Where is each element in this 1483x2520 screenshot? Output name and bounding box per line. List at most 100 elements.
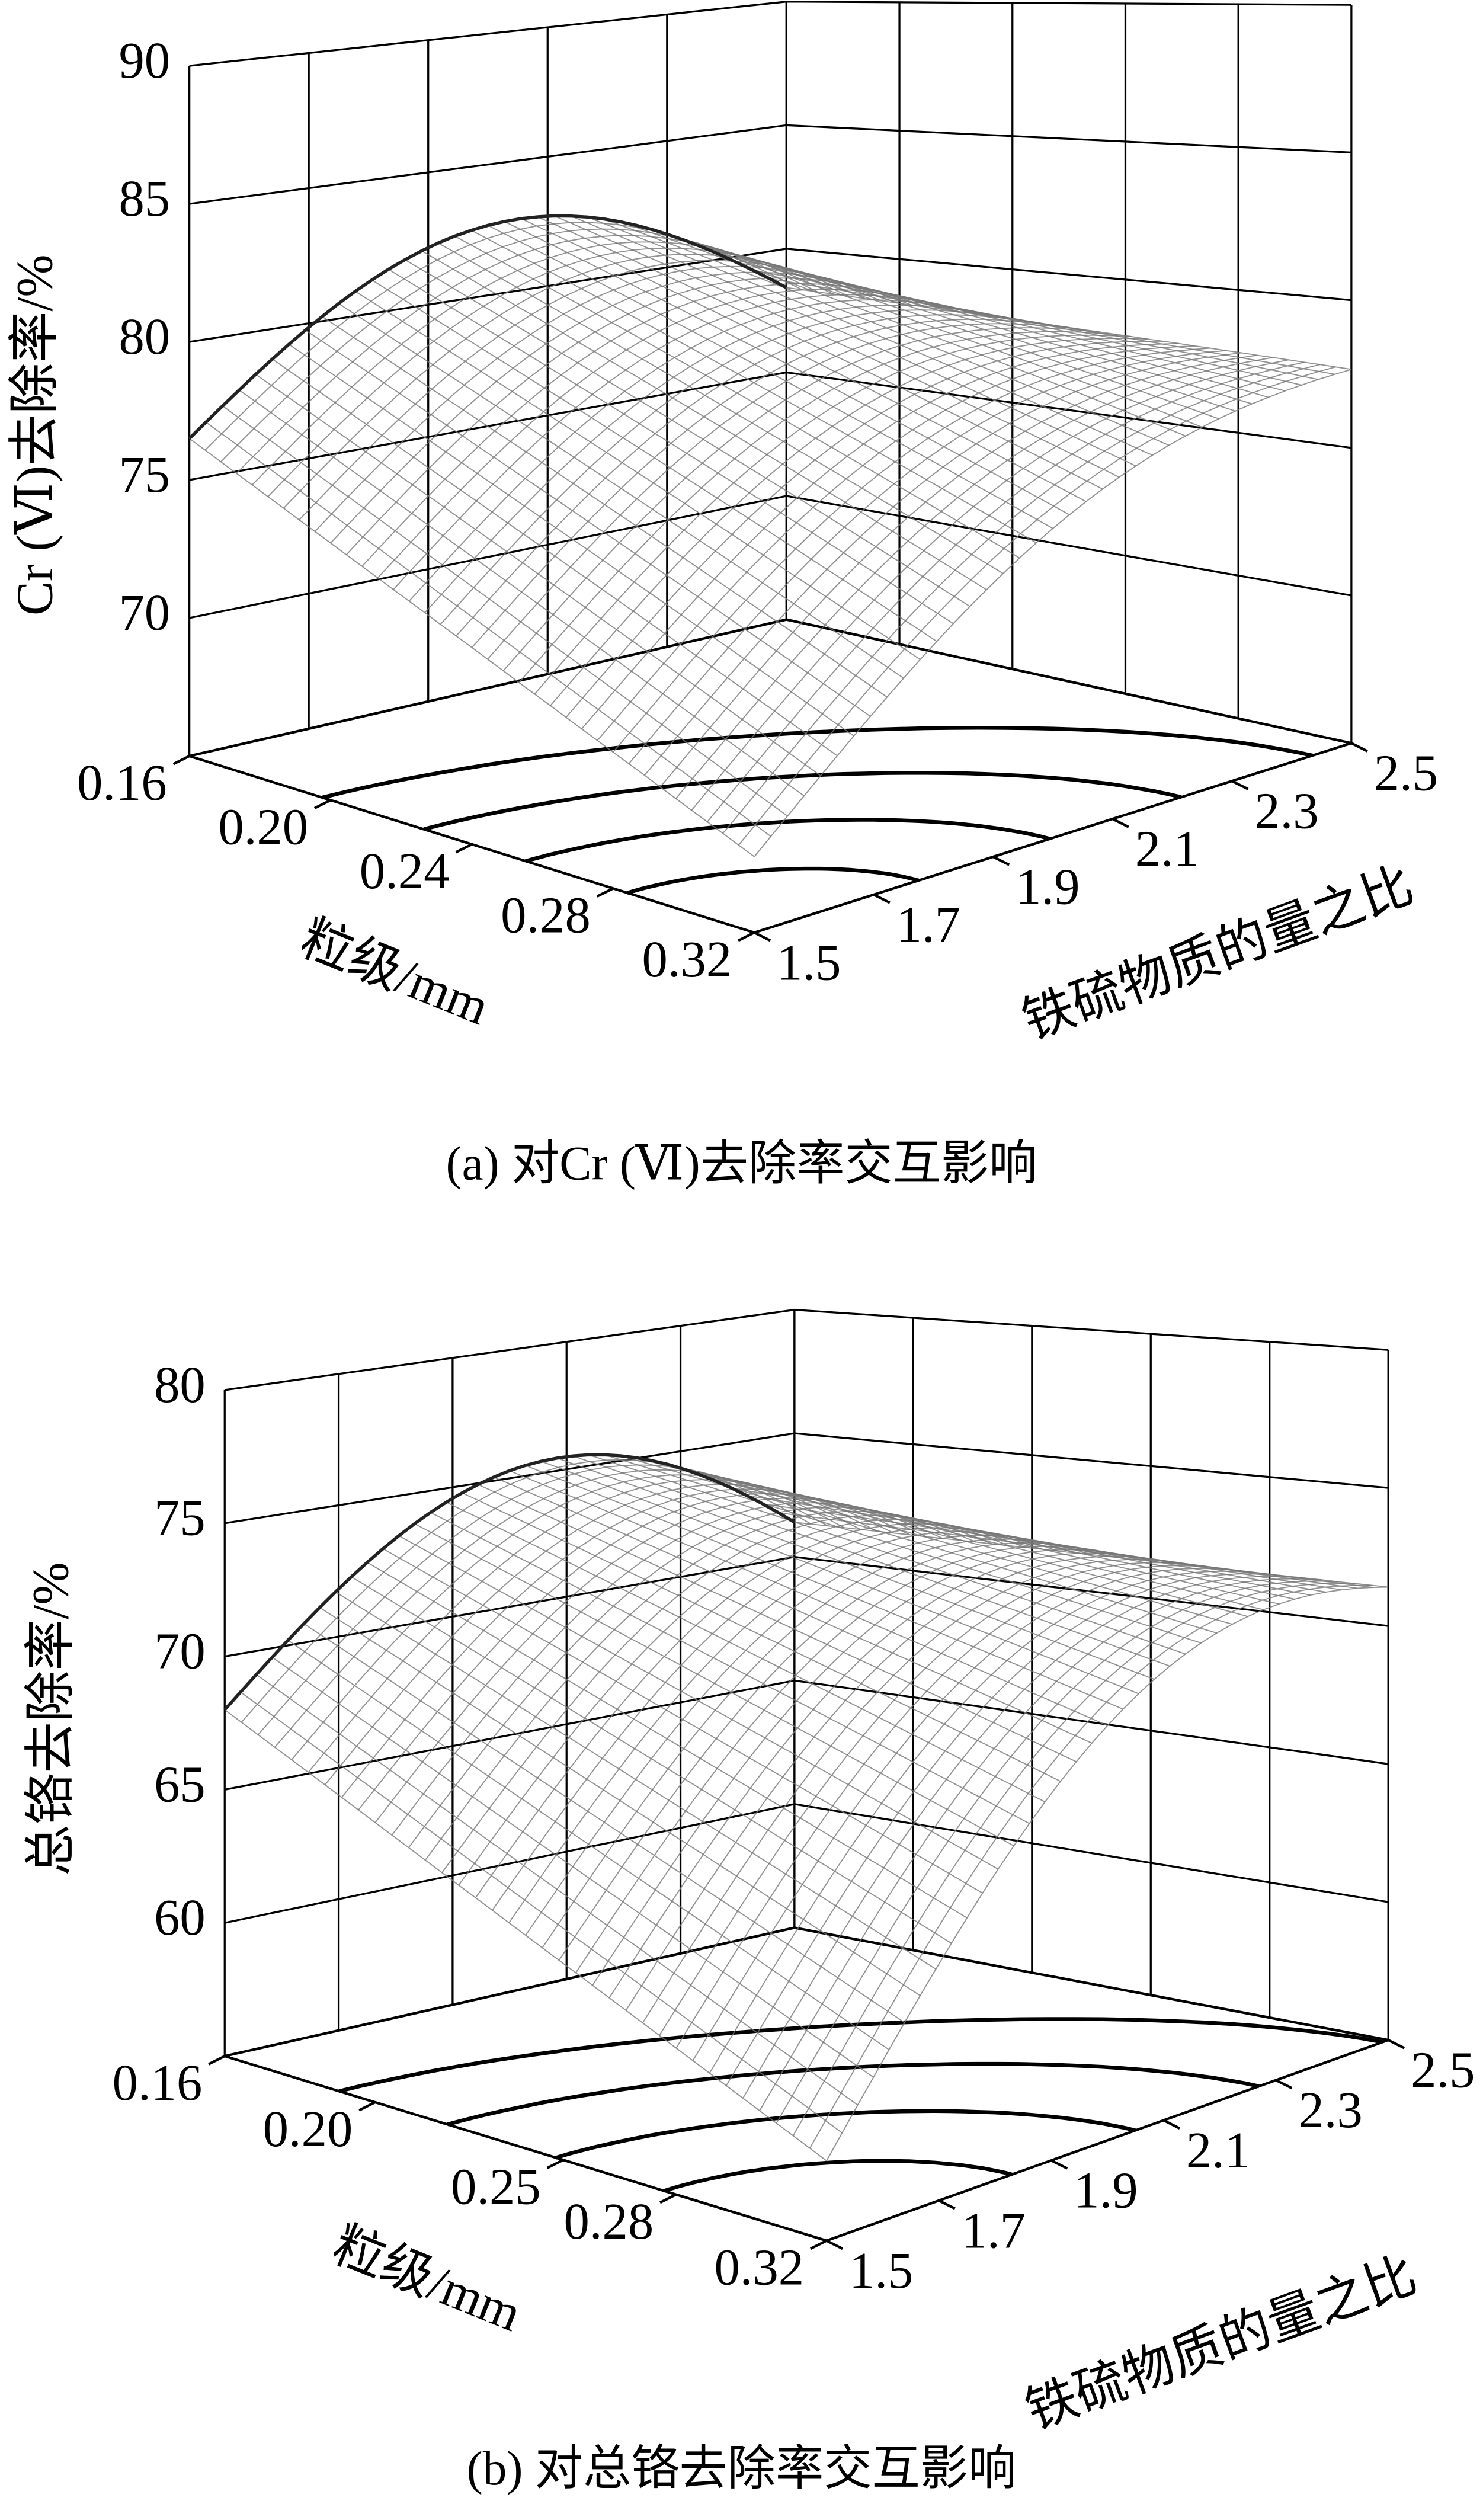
surface-mesh: [691, 359, 1289, 811]
surface-mesh: [722, 364, 1321, 834]
surface-mesh: [747, 1495, 1342, 1591]
contour-line: [447, 2061, 1260, 2127]
z-tick-label: 70: [118, 584, 170, 641]
surface-mesh: [335, 1591, 937, 1970]
surface-mesh: [391, 1502, 960, 1836]
surface-mesh: [492, 1527, 1059, 1911]
x-tick-label: 0.28: [501, 886, 591, 943]
tick-mark: [826, 2239, 844, 2250]
surface-mesh: [274, 1469, 844, 1748]
x-tick-label: 0.25: [451, 2158, 541, 2215]
surface-mesh: [625, 1555, 1191, 2011]
tick-mark: [172, 754, 190, 766]
surface-mesh: [351, 1576, 952, 1944]
surface-mesh: [754, 369, 1352, 857]
tick-mark: [1275, 2079, 1293, 2090]
tick-mark: [873, 894, 891, 904]
surface-mesh: [786, 287, 1352, 370]
grid-line: [189, 1, 1351, 67]
grid-line: [189, 371, 1352, 481]
grid-line: [224, 1803, 1389, 1924]
caption: (a) 对Cr (Ⅵ)去除率交互影响: [446, 1137, 1037, 1190]
surface-mesh: [720, 254, 1286, 392]
surface-mesh: [572, 1455, 1170, 1667]
x-tick-label: 0.32: [714, 2239, 804, 2296]
grid-line: [224, 1679, 1389, 1791]
surface-mesh: [620, 221, 1186, 437]
caption: (b) 对总铬去除率交互影响: [467, 2442, 1017, 2495]
z-axis-title: 总铬去除率/%: [23, 1562, 79, 1876]
contour-line: [321, 725, 1313, 800]
surface-mesh: [809, 1584, 1372, 2149]
z-axis-title: Cr (Ⅵ)去除率/%: [7, 254, 63, 616]
floor-edge: [794, 1926, 1389, 2042]
y-tick-label: 1.9: [1016, 859, 1080, 915]
tick-mark: [738, 931, 755, 942]
surface-mesh: [224, 1709, 827, 2162]
tick-mark: [1162, 2119, 1180, 2130]
surface-mesh: [659, 354, 1257, 787]
surface-mesh: [255, 373, 821, 777]
x-tick-label: 0.20: [218, 798, 308, 855]
surface-mesh: [571, 215, 1136, 467]
x-tick-label: 0.16: [77, 754, 167, 811]
surface-mesh: [692, 1568, 1257, 2061]
floor-edge: [224, 1926, 795, 2058]
y-axis-title: 铁硫物质的量之比: [1018, 2246, 1424, 2440]
x-axis-title: 粒级/mm: [293, 910, 497, 1036]
surface-mesh: [699, 1474, 1295, 1600]
grid-line: [189, 248, 1352, 343]
tick-mark: [810, 2239, 828, 2250]
z-tick-label: 80: [154, 1356, 206, 1413]
grid-line: [224, 1432, 1389, 1525]
x-tick-label: 0.16: [113, 2054, 203, 2111]
tick-mark: [659, 2193, 677, 2204]
grid-line: [225, 1308, 1389, 1391]
tick-mark: [754, 931, 771, 942]
surface-mesh: [446, 1501, 1046, 1802]
tick-mark: [546, 2159, 564, 2169]
surface-mesh: [374, 1497, 943, 1823]
tick-mark: [596, 887, 614, 898]
surface-mesh: [776, 1580, 1339, 2124]
contour-line: [525, 818, 1050, 863]
x-tick-label: 0.28: [564, 2193, 654, 2250]
surface-mesh: [408, 1506, 976, 1848]
tick-mark: [358, 2101, 376, 2112]
y-tick-label: 2.5: [1374, 745, 1438, 802]
surface-mesh: [565, 340, 1164, 718]
surface-mesh: [763, 1503, 1357, 1589]
z-tick-label: 85: [118, 170, 170, 227]
surface-mesh: [408, 299, 1007, 602]
contour-line: [663, 2159, 1013, 2193]
surface-mesh: [794, 1522, 1389, 1588]
y-tick-label: 2.3: [1254, 783, 1318, 840]
surface-edge: [223, 1453, 796, 1711]
surface-mesh: [224, 1454, 795, 1711]
z-tick-label: 90: [118, 32, 170, 89]
floor-edge: [786, 618, 1352, 745]
z-tick-label: 75: [118, 446, 170, 503]
z-tick-label: 70: [154, 1622, 206, 1679]
y-tick-label: 2.1: [1135, 821, 1199, 878]
tick-mark: [938, 2199, 956, 2210]
surface-mesh: [826, 1586, 1389, 2162]
y-tick-label: 1.9: [1074, 2162, 1138, 2219]
y-tick-label: 1.7: [962, 2202, 1026, 2259]
tick-mark: [208, 2055, 226, 2066]
surface-mesh: [675, 357, 1273, 799]
y-tick-label: 2.5: [1411, 2041, 1475, 2098]
tick-mark: [992, 856, 1010, 866]
tick-mark: [455, 843, 473, 854]
surface-mesh: [471, 318, 1069, 648]
contour-line: [626, 866, 920, 895]
y-axis: [826, 2038, 1389, 2242]
surface-mesh: [792, 1583, 1356, 2136]
contour-line: [338, 2017, 1383, 2093]
surface-mesh: [608, 1552, 1174, 1999]
surface-mesh: [454, 235, 1020, 559]
surface-mesh: [581, 342, 1179, 729]
y-tick-label: 1.5: [777, 934, 841, 991]
